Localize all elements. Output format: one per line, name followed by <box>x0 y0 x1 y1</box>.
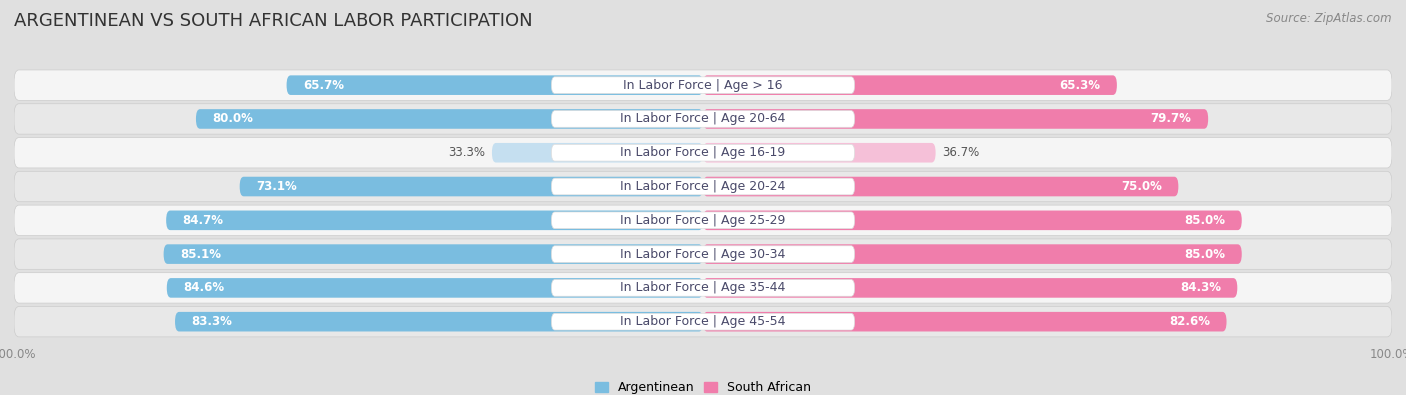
FancyBboxPatch shape <box>14 273 1392 303</box>
FancyBboxPatch shape <box>703 143 935 162</box>
Text: 75.0%: 75.0% <box>1121 180 1161 193</box>
Text: 65.7%: 65.7% <box>304 79 344 92</box>
FancyBboxPatch shape <box>551 313 855 330</box>
Text: In Labor Force | Age 35-44: In Labor Force | Age 35-44 <box>620 281 786 294</box>
Legend: Argentinean, South African: Argentinean, South African <box>591 376 815 395</box>
FancyBboxPatch shape <box>174 312 703 331</box>
FancyBboxPatch shape <box>287 75 703 95</box>
Text: 80.0%: 80.0% <box>212 113 253 126</box>
Text: In Labor Force | Age 20-64: In Labor Force | Age 20-64 <box>620 113 786 126</box>
Text: In Labor Force | Age 25-29: In Labor Force | Age 25-29 <box>620 214 786 227</box>
Text: In Labor Force | Age 45-54: In Labor Force | Age 45-54 <box>620 315 786 328</box>
FancyBboxPatch shape <box>551 145 855 161</box>
FancyBboxPatch shape <box>551 280 855 296</box>
FancyBboxPatch shape <box>703 312 1226 331</box>
FancyBboxPatch shape <box>14 239 1392 269</box>
FancyBboxPatch shape <box>551 111 855 127</box>
Text: 79.7%: 79.7% <box>1150 113 1192 126</box>
FancyBboxPatch shape <box>551 212 855 229</box>
FancyBboxPatch shape <box>166 211 703 230</box>
FancyBboxPatch shape <box>551 178 855 195</box>
Text: Source: ZipAtlas.com: Source: ZipAtlas.com <box>1267 12 1392 25</box>
Text: In Labor Force | Age 20-24: In Labor Force | Age 20-24 <box>620 180 786 193</box>
Text: In Labor Force | Age > 16: In Labor Force | Age > 16 <box>623 79 783 92</box>
FancyBboxPatch shape <box>239 177 703 196</box>
FancyBboxPatch shape <box>14 70 1392 100</box>
FancyBboxPatch shape <box>195 109 703 129</box>
Text: In Labor Force | Age 30-34: In Labor Force | Age 30-34 <box>620 248 786 261</box>
FancyBboxPatch shape <box>703 177 1178 196</box>
Text: 85.0%: 85.0% <box>1184 248 1225 261</box>
Text: ARGENTINEAN VS SOUTH AFRICAN LABOR PARTICIPATION: ARGENTINEAN VS SOUTH AFRICAN LABOR PARTI… <box>14 12 533 30</box>
FancyBboxPatch shape <box>551 246 855 262</box>
FancyBboxPatch shape <box>703 278 1237 298</box>
FancyBboxPatch shape <box>703 211 1241 230</box>
Text: 65.3%: 65.3% <box>1059 79 1101 92</box>
Text: In Labor Force | Age 16-19: In Labor Force | Age 16-19 <box>620 146 786 159</box>
Text: 85.0%: 85.0% <box>1184 214 1225 227</box>
Text: 73.1%: 73.1% <box>256 180 297 193</box>
Text: 84.7%: 84.7% <box>183 214 224 227</box>
Text: 36.7%: 36.7% <box>942 146 980 159</box>
FancyBboxPatch shape <box>14 205 1392 235</box>
Text: 82.6%: 82.6% <box>1168 315 1211 328</box>
Text: 84.3%: 84.3% <box>1180 281 1220 294</box>
FancyBboxPatch shape <box>163 245 703 264</box>
FancyBboxPatch shape <box>167 278 703 298</box>
Text: 84.6%: 84.6% <box>183 281 225 294</box>
Text: 85.1%: 85.1% <box>180 248 221 261</box>
FancyBboxPatch shape <box>14 171 1392 202</box>
FancyBboxPatch shape <box>14 137 1392 168</box>
FancyBboxPatch shape <box>551 77 855 94</box>
FancyBboxPatch shape <box>703 75 1116 95</box>
FancyBboxPatch shape <box>703 245 1241 264</box>
FancyBboxPatch shape <box>14 307 1392 337</box>
FancyBboxPatch shape <box>703 109 1208 129</box>
FancyBboxPatch shape <box>492 143 703 162</box>
Text: 33.3%: 33.3% <box>449 146 485 159</box>
FancyBboxPatch shape <box>14 104 1392 134</box>
Text: 83.3%: 83.3% <box>191 315 232 328</box>
